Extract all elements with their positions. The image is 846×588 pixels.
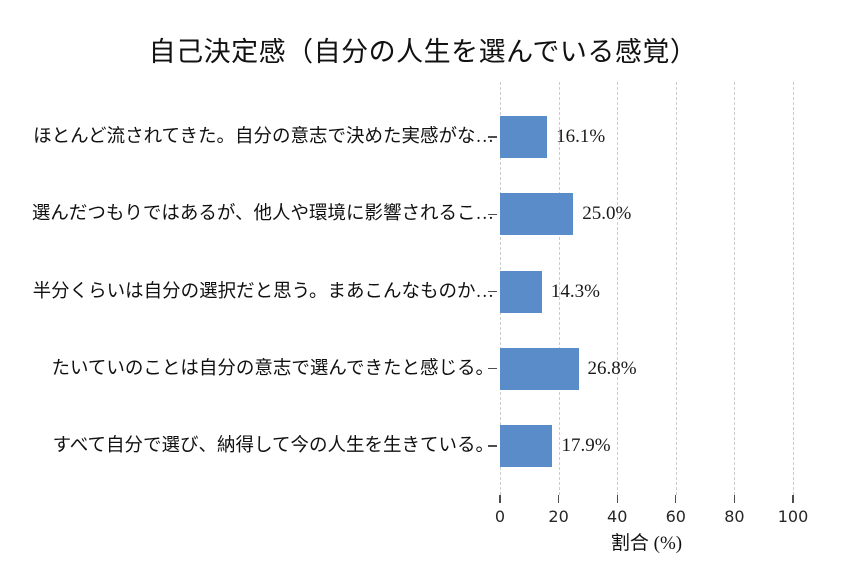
- y-tick-4: [488, 445, 497, 447]
- x-tick-60: [675, 495, 677, 503]
- value-label: 17.9%: [561, 435, 611, 456]
- y-tick-3: [488, 368, 497, 370]
- category-label: 半分くらいは自分の選択だと思う。まあこんなものか…: [32, 281, 494, 302]
- category-label: たいていのことは自分の意志で選んできたと感じる。: [51, 358, 494, 379]
- chart-title: 自己決定感（自分の人生を選んでいる感覚）: [148, 37, 698, 67]
- bar: [500, 193, 574, 236]
- x-tick-0: [499, 495, 501, 503]
- y-tick-0: [488, 136, 497, 138]
- x-tick-label-20: 20: [548, 507, 569, 526]
- category-label: 選んだつもりではあるが、他人や環境に影響されるこ…: [31, 204, 494, 225]
- x-tick-20: [557, 495, 560, 503]
- gridline-20: [558, 82, 560, 495]
- y-tick-1: [488, 213, 497, 215]
- x-tick-label-100: 100: [777, 507, 809, 526]
- gridline-80: [734, 82, 736, 495]
- x-tick-100: [792, 495, 794, 503]
- value-label: 26.8%: [587, 357, 637, 379]
- x-axis-label: 割合 (%): [610, 533, 683, 554]
- category-label: ほとんど流されてきた。自分の意志で決めた実感がな…: [33, 127, 494, 147]
- bar: [500, 347, 579, 390]
- x-tick-40: [616, 495, 618, 503]
- x-tick-label-60: 60: [665, 507, 686, 526]
- y-tick-2: [488, 290, 497, 293]
- gridline-100: [793, 82, 794, 495]
- value-label: 25.0%: [582, 203, 632, 225]
- x-tick-label-0: 0: [494, 507, 506, 526]
- gridline-40: [617, 82, 619, 495]
- bar: [500, 425, 553, 467]
- bar: [500, 270, 542, 313]
- x-tick-label-80: 80: [724, 507, 745, 526]
- value-label: 16.1%: [556, 126, 606, 147]
- value-label: 14.3%: [550, 280, 600, 302]
- category-label: すべて自分で選び、納得して今の人生を生きている。: [52, 436, 494, 456]
- x-tick-label-40: 40: [607, 507, 628, 526]
- bar: [500, 116, 548, 158]
- gridline-60: [675, 82, 677, 495]
- x-tick-80: [733, 495, 736, 503]
